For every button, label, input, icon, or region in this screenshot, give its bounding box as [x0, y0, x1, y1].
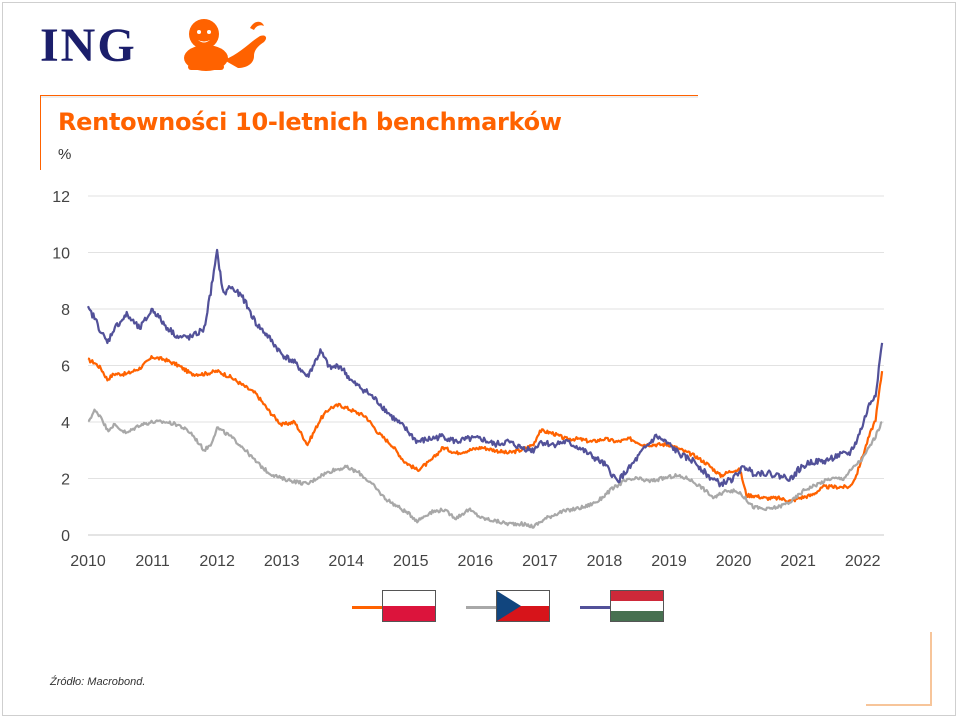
x-tick-label: 2017 — [522, 553, 558, 570]
legend-line-hungary — [580, 606, 610, 609]
chart-title: Rentowności 10-letnich benchmarków — [58, 108, 562, 136]
x-tick-label: 2011 — [135, 553, 170, 570]
legend-czech — [466, 590, 550, 624]
title-rule-vertical — [40, 95, 41, 170]
hungary-flag-icon — [610, 590, 664, 622]
source-note: Źródło: Macrobond. — [50, 676, 146, 688]
x-tick-label: 2020 — [716, 553, 752, 570]
x-tick-label: 2014 — [328, 553, 364, 570]
x-tick-label: 2019 — [651, 553, 687, 570]
series-line-czech — [87, 408, 883, 529]
x-tick-label: 2021 — [780, 553, 816, 570]
series-line-poland — [87, 355, 884, 503]
yield-line-chart: 0 2 4 6 8 10 12 2010 2011 2012 2013 2014 2015 2016 201… — [52, 189, 884, 570]
poland-flag-icon — [382, 590, 436, 622]
x-tick-label: 2010 — [70, 553, 106, 570]
legend-poland — [352, 590, 436, 624]
czech-flag-icon — [496, 590, 550, 622]
y-unit-label: % — [58, 146, 72, 163]
x-tick-label: 2018 — [587, 553, 623, 570]
y-tick-label: 12 — [52, 189, 70, 206]
x-tick-label: 2022 — [845, 553, 881, 570]
y-tick-label: 2 — [61, 472, 70, 489]
y-tick-label: 6 — [61, 359, 70, 376]
y-tick-label: 8 — [61, 302, 70, 319]
corner-accent-vertical — [930, 632, 932, 706]
corner-accent-horizontal — [866, 704, 932, 706]
x-tick-label: 2015 — [393, 553, 429, 570]
y-tick-label: 4 — [61, 415, 70, 432]
x-tick-label: 2012 — [199, 553, 235, 570]
ing-logo-text: ING — [40, 19, 137, 72]
y-tick-label: 0 — [61, 528, 70, 545]
legend-line-czech — [466, 606, 496, 609]
lion-icon — [184, 19, 267, 71]
y-tick-label: 10 — [52, 246, 70, 263]
series-line-hungary — [86, 248, 884, 488]
x-tick-label: 2016 — [458, 553, 494, 570]
legend-line-poland — [352, 606, 382, 609]
x-tick-label: 2013 — [264, 553, 300, 570]
legend-hungary — [580, 590, 664, 624]
title-rule — [40, 95, 698, 98]
